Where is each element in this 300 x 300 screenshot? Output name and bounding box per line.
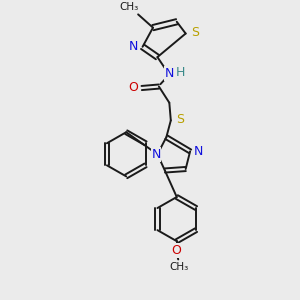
Text: N: N (165, 67, 174, 80)
Text: H: H (176, 66, 185, 79)
Text: S: S (191, 26, 199, 39)
Text: N: N (129, 40, 138, 53)
Text: O: O (171, 244, 181, 257)
Text: O: O (129, 81, 139, 94)
Text: N: N (151, 148, 160, 161)
Text: CH₃: CH₃ (169, 262, 189, 272)
Text: N: N (194, 145, 203, 158)
Text: CH₃: CH₃ (120, 2, 139, 12)
Text: S: S (177, 113, 184, 126)
